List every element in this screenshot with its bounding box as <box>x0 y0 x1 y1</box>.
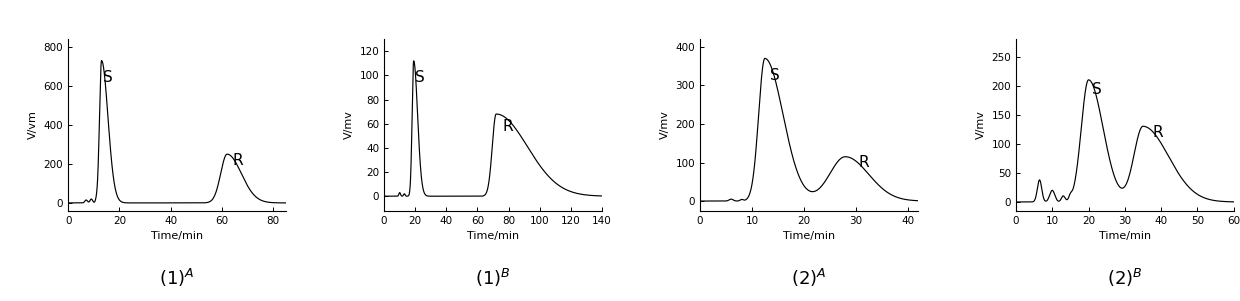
Text: $(1)^{A}$: $(1)^{A}$ <box>160 267 195 289</box>
Text: S: S <box>1092 82 1102 97</box>
Text: S: S <box>770 68 780 83</box>
Y-axis label: V/mv: V/mv <box>343 110 353 139</box>
Text: R: R <box>502 119 513 134</box>
Text: $(1)^{B}$: $(1)^{B}$ <box>475 267 511 289</box>
Text: $(2)^{A}$: $(2)^{A}$ <box>791 267 827 289</box>
Y-axis label: V/mv: V/mv <box>660 110 670 139</box>
Y-axis label: V/mv: V/mv <box>976 110 986 139</box>
X-axis label: Time/min: Time/min <box>467 231 520 241</box>
Text: S: S <box>103 70 113 85</box>
Text: R: R <box>858 154 869 169</box>
Text: S: S <box>415 70 424 85</box>
Text: $(2)^{B}$: $(2)^{B}$ <box>1107 267 1142 289</box>
X-axis label: Time/min: Time/min <box>782 231 835 241</box>
Y-axis label: V/vm: V/vm <box>29 110 38 139</box>
Text: R: R <box>1152 125 1163 140</box>
X-axis label: Time/min: Time/min <box>151 231 203 241</box>
X-axis label: Time/min: Time/min <box>1099 231 1151 241</box>
Text: R: R <box>232 153 243 168</box>
